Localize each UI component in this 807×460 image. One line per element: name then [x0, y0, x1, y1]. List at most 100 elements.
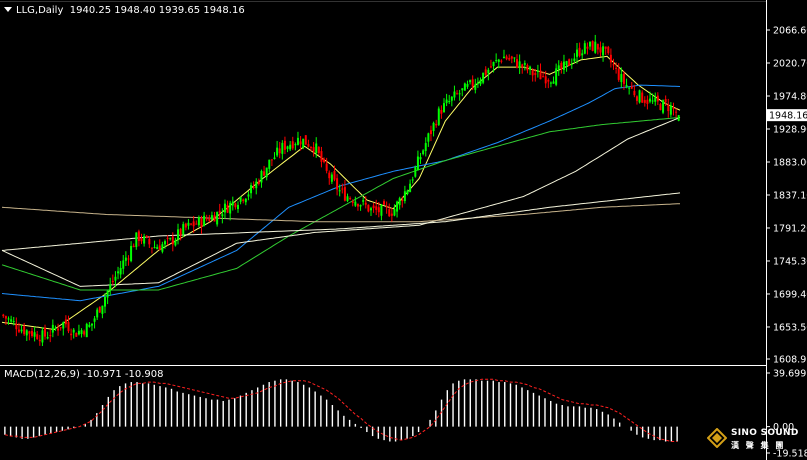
candle-body — [630, 86, 633, 89]
candle-body — [453, 91, 456, 98]
candle-body — [516, 59, 519, 68]
candle-body — [41, 330, 44, 343]
candle-body — [409, 183, 412, 193]
candle-body — [669, 105, 672, 115]
candle-body — [560, 62, 563, 70]
candle-body — [333, 171, 336, 180]
candle-body — [651, 100, 654, 102]
candle-body — [427, 133, 430, 142]
candle-body — [448, 100, 451, 102]
candle-body — [54, 327, 57, 329]
candle-body — [419, 157, 422, 160]
price-tick-label: 1883.00 — [773, 157, 807, 168]
candle-body — [244, 198, 247, 203]
candle-body — [283, 140, 286, 150]
candle-body — [200, 218, 203, 227]
candle-body — [195, 223, 198, 225]
candle-body — [67, 322, 70, 332]
candle-body — [575, 49, 578, 57]
candle-body — [518, 61, 521, 68]
dropdown-triangle-icon[interactable] — [4, 7, 12, 12]
macd-signal-line — [4, 378, 678, 442]
candle-body — [307, 144, 310, 147]
candle-body — [12, 320, 15, 322]
ma-line-0 — [1, 55, 681, 331]
candle-body — [401, 199, 404, 202]
candle-body — [64, 319, 67, 325]
candle-body — [33, 332, 36, 337]
candle-body — [187, 222, 190, 226]
candle-body — [236, 204, 239, 210]
candle-body — [359, 205, 362, 207]
candle-body — [106, 290, 109, 298]
candle-body — [677, 115, 680, 121]
candle-body — [85, 323, 88, 338]
candle-body — [372, 205, 375, 209]
candle-body — [557, 65, 560, 70]
current-price-box — [767, 109, 807, 122]
candle-body — [23, 326, 26, 335]
candle-body — [672, 107, 675, 109]
candle-body — [646, 99, 649, 104]
candle-body — [234, 203, 237, 208]
candle-body — [615, 67, 618, 69]
candle-body — [208, 218, 211, 221]
candle-body — [265, 167, 268, 178]
candle-body — [25, 330, 28, 336]
candle-body — [375, 206, 378, 210]
candle-body — [549, 82, 552, 84]
candle-body — [242, 199, 245, 202]
candle-body — [46, 337, 49, 339]
candle-body — [573, 58, 576, 62]
candle-body — [403, 191, 406, 202]
candle-body — [130, 245, 133, 262]
candle-body — [450, 96, 453, 101]
candle-body — [536, 70, 539, 73]
candle-body — [461, 88, 464, 91]
candle-body — [124, 257, 127, 261]
candle-body — [641, 92, 644, 103]
candle-body — [315, 143, 318, 154]
candle-body — [336, 178, 339, 190]
candle-body — [20, 329, 23, 332]
candle-body — [388, 209, 391, 217]
candle-body — [330, 174, 333, 182]
candle-body — [349, 198, 352, 200]
candle-body — [416, 156, 419, 171]
price-tick-label: 1791.20 — [773, 223, 807, 234]
candle-body — [255, 181, 258, 189]
ma-line-2 — [1, 116, 681, 291]
candle-body — [654, 97, 657, 102]
candle-body — [411, 179, 414, 181]
candle-body — [166, 237, 169, 239]
price-tick-label: 2020.70 — [773, 58, 807, 69]
candle-body — [163, 241, 166, 245]
candle-body — [390, 213, 393, 216]
candle-body — [229, 202, 232, 214]
candle-body — [49, 335, 52, 337]
candle-body — [476, 82, 479, 85]
ohlc-header: LLG,Daily 1940.25 1948.40 1939.65 1948.1… — [4, 5, 245, 16]
candle-body — [161, 244, 164, 252]
candle-body — [383, 201, 386, 205]
candle-body — [635, 96, 638, 101]
macd-tick-label: 0.00 — [773, 422, 794, 433]
candle-body — [463, 83, 466, 91]
candle-body — [445, 99, 448, 104]
candle-body — [114, 276, 117, 281]
candle-body — [609, 54, 612, 63]
candle-body — [30, 330, 33, 337]
candle-body — [622, 73, 625, 84]
candle-body — [568, 59, 571, 66]
candle-body — [435, 124, 438, 126]
candle-body — [586, 46, 589, 49]
candle-body — [591, 41, 594, 51]
candle-body — [205, 218, 208, 220]
candle-body — [7, 318, 10, 320]
candle-body — [218, 210, 221, 213]
candle-body — [252, 186, 255, 188]
candle-body — [526, 65, 529, 71]
candle-body — [101, 305, 104, 314]
macd-tick-label: -19.518 — [773, 449, 807, 460]
